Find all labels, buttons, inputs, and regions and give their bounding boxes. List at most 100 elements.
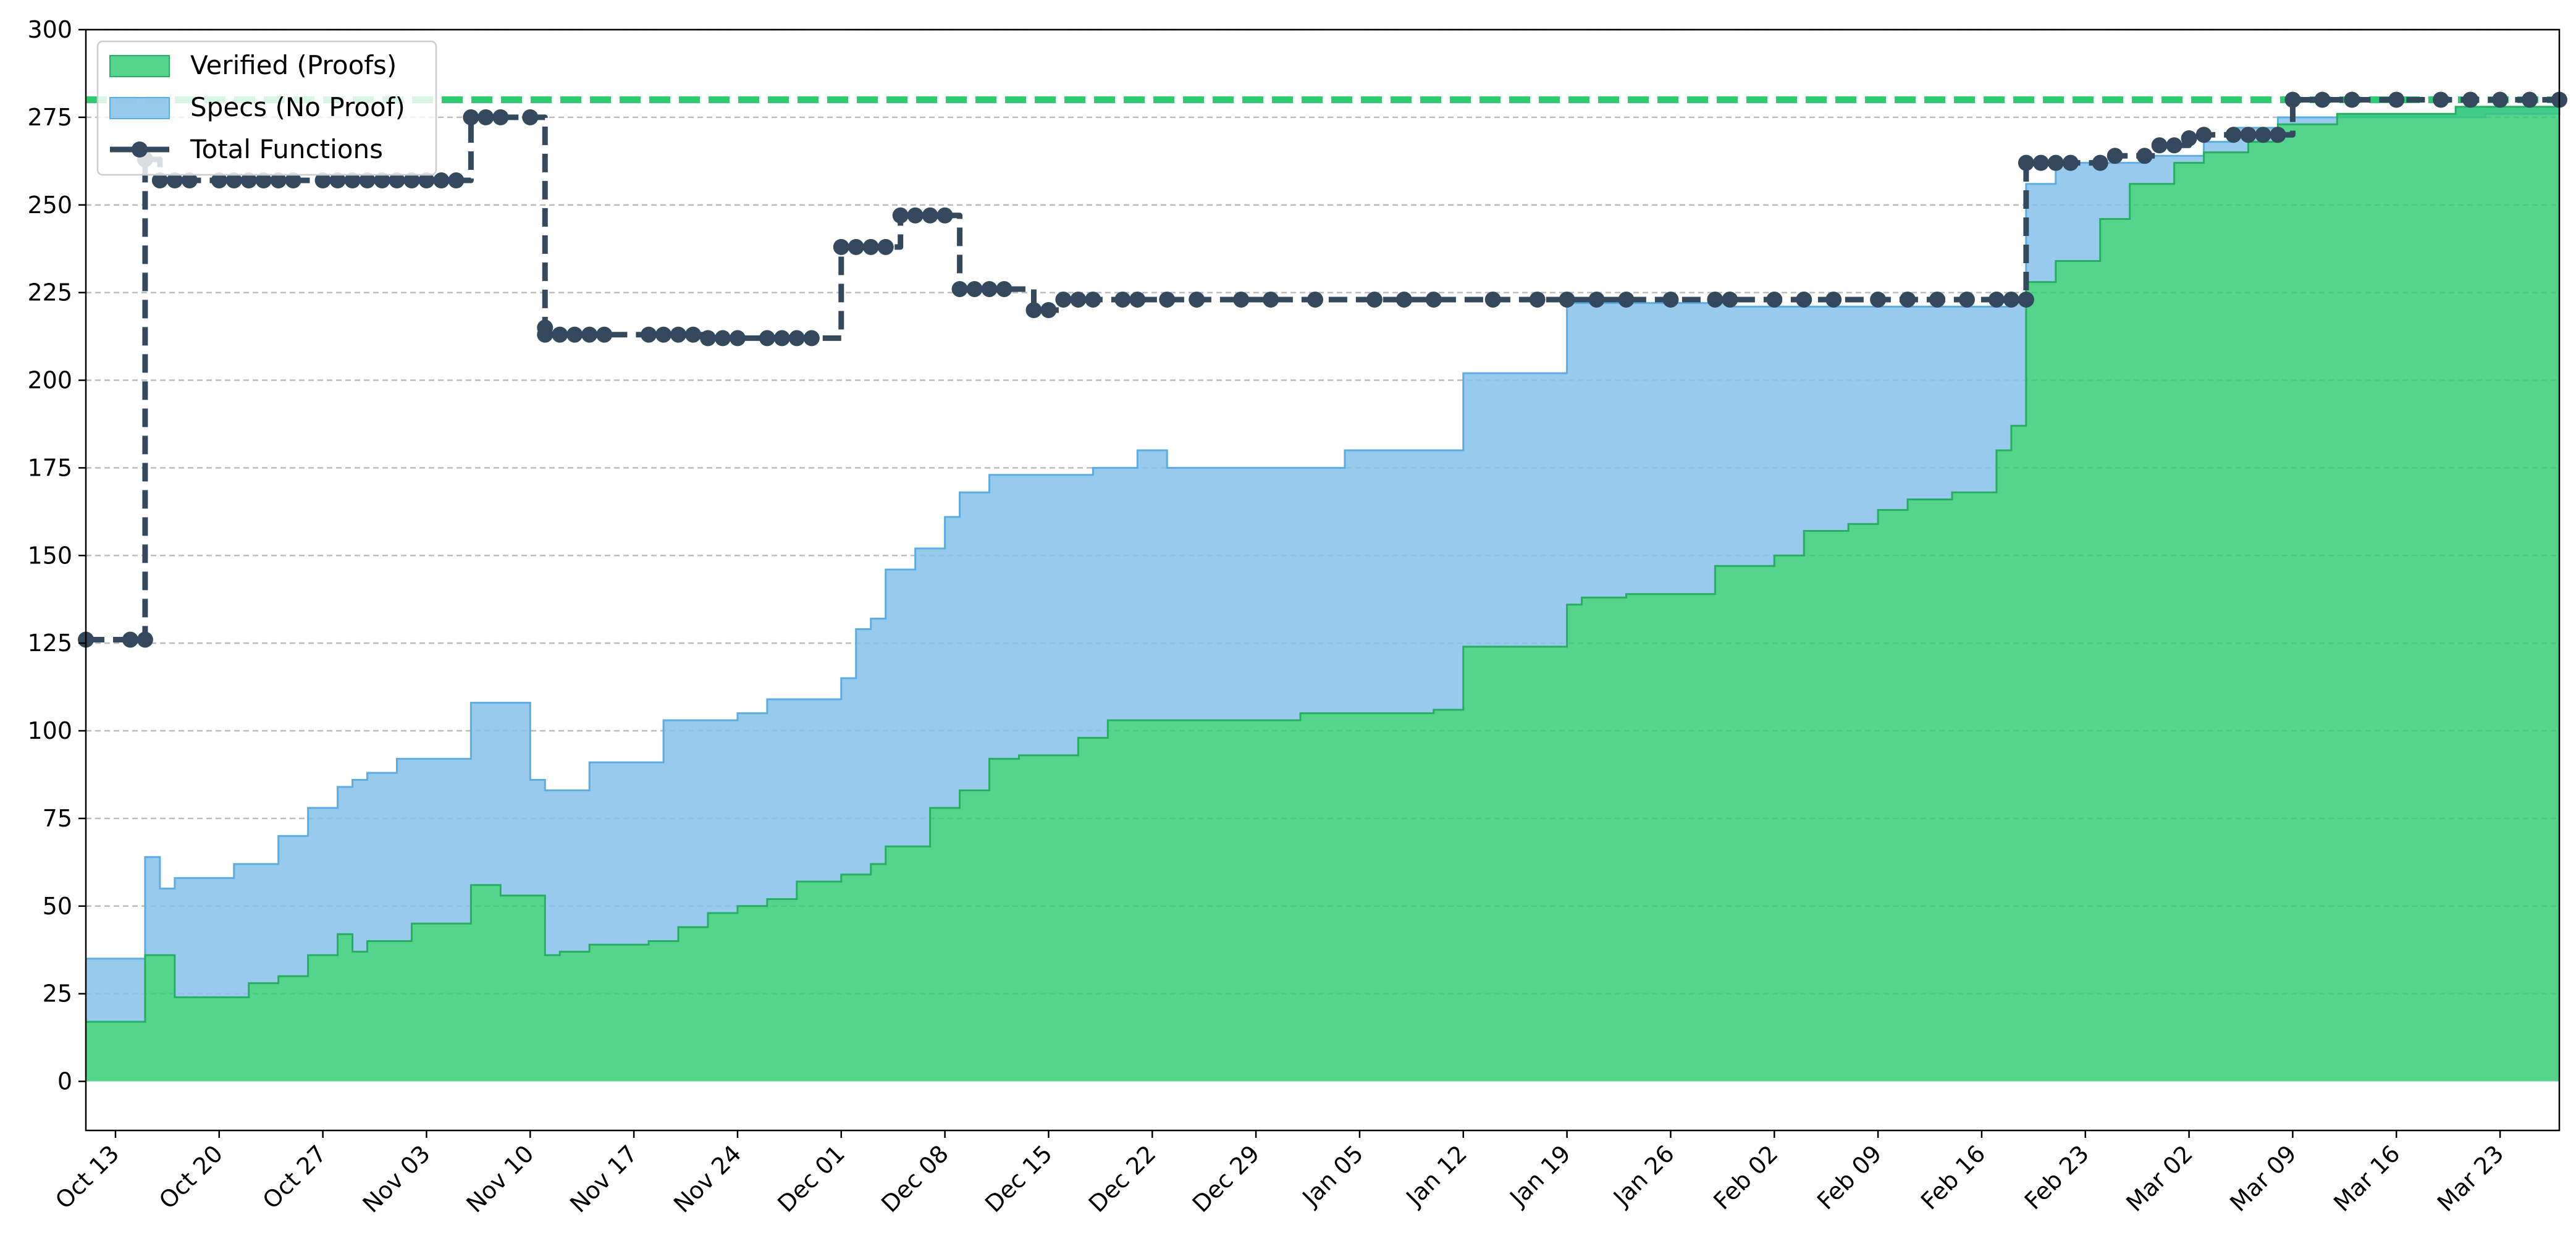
total-functions-point [314,172,331,189]
total-functions-point [759,330,775,347]
total-functions-point [581,326,598,343]
total-functions-point [2314,91,2331,108]
total-functions-point [1618,291,1635,308]
legend-label-total: Total Functions [190,134,383,164]
total-functions-point [211,172,227,189]
total-functions-point [2492,91,2509,108]
total-functions-point [2522,91,2538,108]
x-tick-label: Nov 10 [461,1140,539,1218]
total-functions-point [907,207,924,224]
total-functions-point [1988,291,2005,308]
total-functions-point [389,172,405,189]
total-functions-point [685,326,702,343]
total-functions-point [418,172,435,189]
total-functions-point [1129,291,1146,308]
total-functions-point [670,326,687,343]
total-functions-point [2240,127,2257,143]
y-tick-label: 300 [27,16,72,43]
x-tick-label: Oct 27 [258,1140,332,1214]
x-tick-label: Jan 12 [1400,1140,1472,1212]
total-functions-point [2284,91,2301,108]
total-functions-point [714,330,731,347]
total-functions-point [596,326,613,343]
total-functions-point [2136,148,2153,164]
total-functions-point [2018,291,2034,308]
y-tick-label: 150 [27,542,72,569]
total-functions-point [641,326,657,343]
total-functions-point [1559,291,1575,308]
total-functions-point [833,238,849,255]
total-functions-point [1484,291,1501,308]
total-functions-point [537,326,554,343]
total-functions-point [966,280,983,297]
y-tick-label: 25 [43,980,72,1008]
specs-edge [86,99,2561,960]
total-functions-point [522,109,539,125]
x-tick-label: Oct 20 [154,1140,228,1214]
total-functions-point [166,172,183,189]
total-functions-point [181,172,198,189]
legend: Verified (Proofs) Specs (No Proof) Total F… [96,40,437,176]
x-tick-label: Feb 16 [1916,1140,1990,1214]
total-functions-point [270,172,287,189]
total-functions-point [2003,291,2019,308]
total-functions-point [225,172,242,189]
y-tick-label: 200 [27,367,72,394]
verified-area [86,99,2559,1082]
total-functions-point [433,172,450,189]
total-functions-point [1040,302,1057,319]
total-functions-point [478,109,494,125]
total-functions-point [892,207,909,224]
total-functions-point [1114,291,1131,308]
x-tick-label: Mar 23 [2432,1140,2509,1217]
x-tick-label: Oct 13 [50,1140,124,1214]
total-functions-point [2195,127,2212,143]
total-functions-point [1085,291,1101,308]
total-functions-point [2344,91,2360,108]
total-functions-point [729,330,746,347]
total-functions-point [1307,291,1324,308]
total-functions-point [285,172,301,189]
total-functions-point [137,631,153,648]
total-functions-point [2255,127,2271,143]
legend-swatch-verified [109,55,170,77]
total-functions-point [996,280,1012,297]
total-functions-point [1233,291,1250,308]
total-functions-point [2181,130,2197,146]
plot-frame [85,28,2561,1132]
total-functions-point [2062,154,2079,171]
total-functions-point [344,172,361,189]
total-functions-point [2166,137,2182,154]
total-functions-point [877,238,894,255]
total-functions-point [151,172,168,189]
total-functions-point [788,330,805,347]
total-functions-point [1588,291,1605,308]
total-functions-point [1070,291,1087,308]
total-functions-point [359,172,376,189]
total-functions-point [122,631,138,648]
y-tick-label: 250 [27,191,72,219]
total-functions-point [937,207,953,224]
total-functions-point [1929,291,1946,308]
total-functions-point [1366,291,1383,308]
total-functions-point [2225,127,2242,143]
total-functions-point [1529,291,1546,308]
x-tick-label: Dec 01 [772,1140,850,1218]
legend-label-specs: Specs (No Proof) [190,92,405,122]
y-tick-label: 100 [27,717,72,744]
y-tick-label: 75 [43,805,72,832]
x-tick-label: Feb 23 [2019,1140,2094,1214]
total-functions-point [773,330,790,347]
total-functions-point [2270,127,2286,143]
x-tick-label: Feb 09 [1812,1140,1887,1214]
x-tick-label: Feb 02 [1708,1140,1783,1214]
total-functions-point [1796,291,1812,308]
total-functions-point [1870,291,1887,308]
total-functions-point [448,172,465,189]
x-tick-label: Nov 17 [565,1140,642,1218]
total-functions-point [403,172,420,189]
y-tick-label: 50 [43,893,72,920]
x-tick-label: Dec 29 [1187,1140,1265,1218]
